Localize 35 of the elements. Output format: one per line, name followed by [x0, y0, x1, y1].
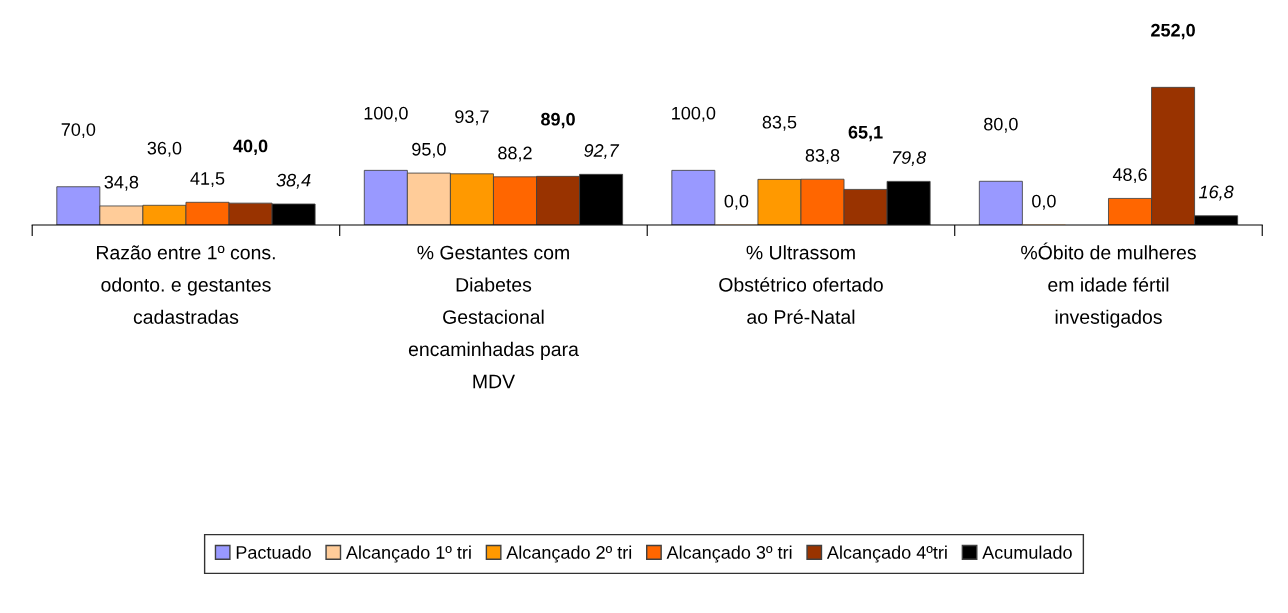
data-label: 92,7	[584, 144, 620, 160]
bar	[671, 169, 716, 225]
data-label: 16,8	[1199, 185, 1234, 201]
x-tick-label: %Óbito de mulheres em idade fértil investigados	[1021, 242, 1196, 328]
legend-label: Acumulado	[982, 545, 1072, 559]
data-label: 100,0	[672, 106, 716, 122]
legend-label: Pactuado	[236, 545, 311, 559]
x-tick-label: % Gestantes com Diabetes Gestacional encaminhadas para MDV	[408, 245, 579, 389]
data-label: 40,0	[233, 139, 268, 155]
x-tick-label: Razão entre 1º cons. odonto. e gestantes cadastradas	[96, 245, 275, 324]
data-label: 83,5	[762, 115, 797, 131]
data-label: 48,6	[1112, 168, 1147, 184]
legend-label: Alcançado 3º tri	[666, 545, 792, 563]
data-label: 79,8	[892, 151, 927, 167]
data-label: 100,0	[364, 106, 408, 122]
data-label: 80,0	[984, 117, 1018, 133]
x-tick-label: % Ultrassom Obstétrico ofertado ao Pré-Natal	[719, 245, 883, 324]
data-label: 65,1	[848, 125, 883, 142]
legend-label: Alcançado 2º tri	[506, 545, 632, 563]
data-label: 93,7	[455, 110, 489, 126]
data-label: 89,0	[541, 112, 575, 129]
data-label: 83,8	[805, 148, 840, 164]
data-label: 41,5	[190, 172, 225, 187]
legend-label: Alcançado 4ºtri	[826, 545, 947, 563]
bar	[978, 180, 1023, 225]
data-label: 38,4	[276, 173, 311, 189]
data-label: 95,0	[412, 142, 446, 158]
data-label: 252,0	[1151, 23, 1195, 40]
data-label: 70,0	[61, 123, 96, 139]
data-label: 88,2	[498, 146, 532, 162]
data-label: 0,0	[724, 194, 749, 210]
legend-label: Alcançado 1º tri	[345, 545, 471, 563]
data-label: 0,0	[1032, 194, 1056, 210]
data-label: 34,8	[104, 175, 139, 191]
data-label: 36,0	[147, 141, 182, 157]
